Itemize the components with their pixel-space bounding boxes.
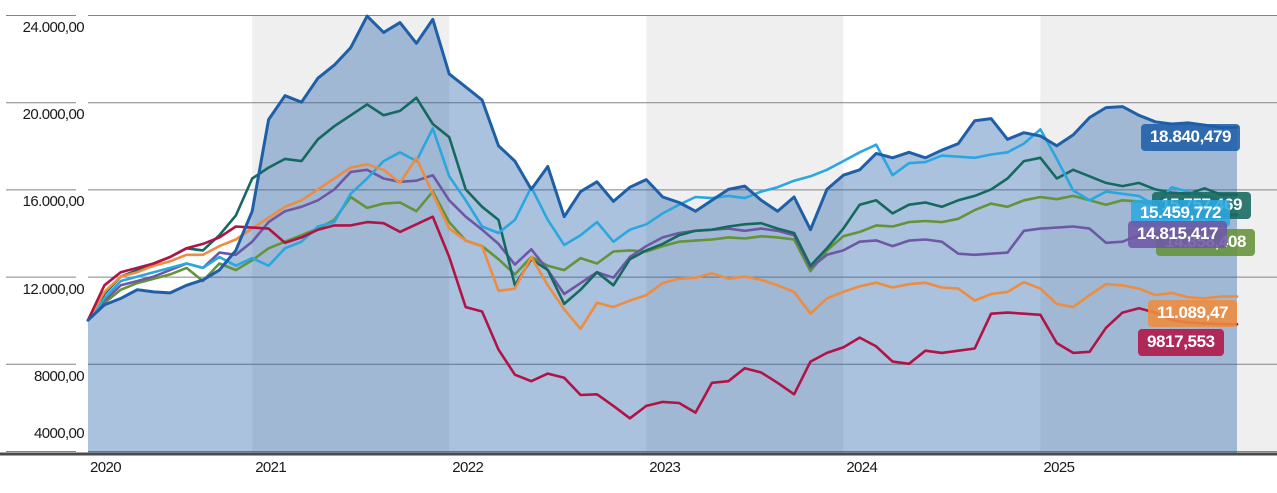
series-purple-line xyxy=(86,168,1239,322)
x-axis-label-2024: 2024 xyxy=(846,459,878,476)
year-band-2021 xyxy=(252,15,450,453)
value-badge-purple: 14.815,417 xyxy=(1128,221,1228,248)
value-badge-dark-blue: 18.840,479 xyxy=(1141,124,1241,151)
y-axis-label: 8000,00 xyxy=(33,367,85,385)
series-crimson-line xyxy=(86,215,1239,420)
series-dark-blue-area xyxy=(86,14,1239,322)
x-axis-label-2025: 2025 xyxy=(1043,459,1075,476)
y-axis-label: 12.000,00 xyxy=(22,280,85,298)
x-axis-label-2020: 2020 xyxy=(90,459,122,476)
value-badge-crimson: 9817,553 xyxy=(1138,329,1224,356)
series-green-line xyxy=(86,190,1239,322)
value-badge-orange: 11.089,47 xyxy=(1148,300,1238,327)
y-axis-label: 24.000,00 xyxy=(22,19,85,36)
y-axis-label: 16.000,00 xyxy=(22,193,85,211)
area-fill-dark-blue-area xyxy=(88,16,1237,453)
series-teal-line xyxy=(86,96,1239,322)
series-orange-line xyxy=(86,156,1239,331)
x-axis-label-2023: 2023 xyxy=(649,459,681,476)
x-axis-label-2022: 2022 xyxy=(452,459,484,476)
y-axis-label: 20.000,00 xyxy=(22,106,85,124)
y-axis-label: 4000,00 xyxy=(33,425,85,442)
x-axis-label-2021: 2021 xyxy=(255,459,287,476)
